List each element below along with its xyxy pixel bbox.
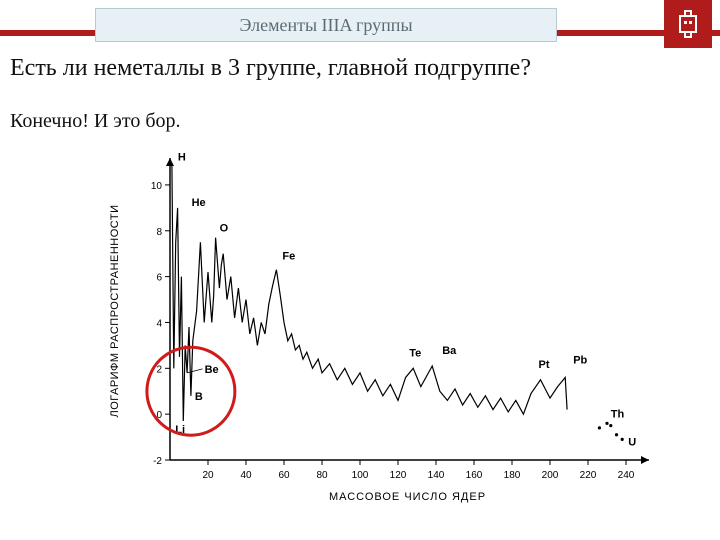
svg-text:160: 160: [466, 470, 483, 481]
answer-text: Конечно! И это бор.: [10, 110, 710, 133]
svg-text:8: 8: [156, 227, 162, 238]
svg-text:40: 40: [240, 470, 252, 481]
slide: Элементы IIIA группы Есть ли неметаллы в…: [0, 0, 720, 540]
svg-text:240: 240: [618, 470, 635, 481]
svg-text:B: B: [195, 391, 203, 403]
svg-text:Ba: Ba: [442, 345, 457, 357]
slide-title: Элементы IIIA группы: [95, 8, 557, 42]
svg-text:10: 10: [151, 181, 163, 192]
svg-text:H: H: [178, 151, 186, 163]
svg-text:20: 20: [202, 470, 214, 481]
svg-text:Th: Th: [611, 409, 625, 421]
svg-text:180: 180: [504, 470, 521, 481]
svg-text:Pt: Pt: [539, 359, 550, 371]
svg-text:120: 120: [390, 470, 407, 481]
svg-text:6: 6: [156, 273, 162, 284]
svg-text:He: He: [192, 197, 206, 209]
svg-text:Be: Be: [205, 364, 219, 376]
svg-text:U: U: [628, 436, 636, 448]
svg-text:O: O: [220, 223, 229, 235]
svg-text:200: 200: [542, 470, 559, 481]
svg-text:Te: Te: [409, 347, 421, 359]
svg-text:4: 4: [156, 318, 162, 329]
svg-text:ЛОГАРИФМ РАСПРОСТРАНЕННОСТИ: ЛОГАРИФМ РАСПРОСТРАНЕННОСТИ: [109, 204, 121, 417]
svg-text:2: 2: [156, 364, 162, 375]
svg-text:60: 60: [278, 470, 290, 481]
svg-text:Pb: Pb: [573, 354, 587, 366]
svg-text:-2: -2: [153, 456, 162, 467]
svg-text:140: 140: [428, 470, 445, 481]
svg-text:МАССОВОЕ ЧИСЛО ЯДЕР: МАССОВОЕ ЧИСЛО ЯДЕР: [329, 491, 486, 503]
abundance-chart: -202468102040608010012014016018020022024…: [100, 150, 660, 520]
svg-text:220: 220: [580, 470, 597, 481]
svg-text:Fe: Fe: [282, 251, 295, 263]
corner-badge: [664, 0, 712, 48]
badge-icon: [672, 8, 704, 40]
question-text: Есть ли неметаллы в 3 группе, главной по…: [10, 55, 710, 82]
svg-text:100: 100: [352, 470, 369, 481]
svg-text:80: 80: [316, 470, 328, 481]
